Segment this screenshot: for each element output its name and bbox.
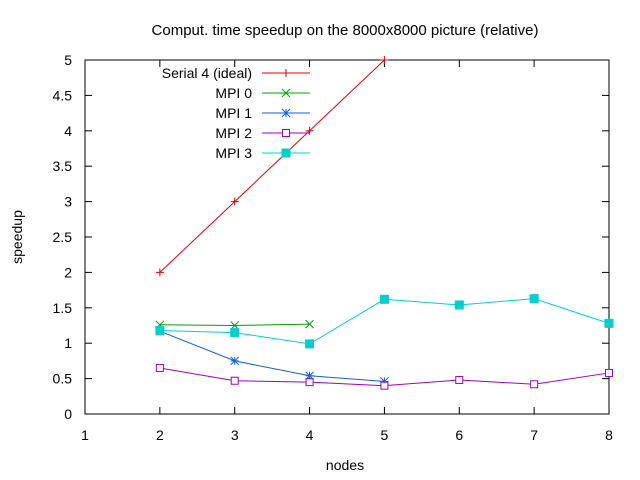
y-tick-label: 4 — [64, 123, 72, 139]
x-tick-label: 1 — [81, 427, 89, 443]
y-tick-label: 2 — [64, 264, 72, 280]
y-tick-label: 1 — [64, 335, 72, 351]
data-point — [305, 319, 314, 329]
x-axis-label: nodes — [326, 457, 364, 473]
data-point — [282, 129, 290, 137]
x-tick-label: 4 — [306, 427, 314, 443]
data-point — [155, 363, 164, 372]
plot-frame — [84, 59, 610, 415]
series-0 — [155, 56, 389, 277]
data-point — [230, 197, 239, 206]
data-point — [155, 325, 165, 335]
data-point — [455, 376, 464, 385]
y-tick-label: 1.5 — [53, 300, 73, 316]
data-point — [230, 376, 239, 385]
data-point — [454, 300, 464, 310]
series-line — [159, 298, 610, 345]
legend-label: MPI 0 — [215, 85, 252, 101]
data-point — [379, 294, 389, 304]
y-tick-label: 2.5 — [53, 229, 73, 245]
y-tick-label: 0 — [64, 406, 72, 422]
data-point — [605, 368, 613, 377]
x-tick-label: 6 — [455, 427, 463, 443]
data-point — [530, 380, 539, 389]
data-point — [230, 356, 240, 366]
data-point — [529, 294, 539, 304]
y-tick-label: 4.5 — [53, 87, 73, 103]
legend-label: MPI 1 — [215, 105, 252, 121]
legend: Serial 4 (ideal) MPI 0 MPI 1 MPI 2 MPI 3 — [162, 65, 310, 161]
legend-label: Serial 4 (ideal) — [162, 65, 252, 81]
legend-label: MPI 3 — [215, 145, 252, 161]
data-point — [155, 268, 164, 277]
data-point — [305, 339, 315, 349]
data-point — [380, 381, 389, 390]
legend-label: MPI 2 — [215, 125, 252, 141]
series-4 — [155, 294, 614, 349]
x-tick-label: 3 — [231, 427, 239, 443]
data-point — [281, 88, 291, 98]
chart-title: Comput. time speedup on the 8000x8000 pi… — [152, 22, 539, 39]
data-point — [281, 108, 291, 118]
series-line — [159, 59, 385, 273]
data-point — [230, 328, 240, 338]
data-point — [604, 318, 614, 328]
y-tick-label: 3 — [64, 194, 72, 210]
x-tick-label: 8 — [605, 427, 613, 443]
x-tick-label: 7 — [530, 427, 538, 443]
y-axis-label: speedup — [9, 210, 25, 264]
data-point — [281, 148, 291, 158]
data-point — [282, 69, 290, 77]
data-point — [380, 56, 389, 64]
data-point — [305, 378, 314, 387]
x-tick-label: 5 — [381, 427, 389, 443]
y-tick-label: 5 — [64, 52, 72, 68]
y-tick-label: 0.5 — [53, 371, 73, 387]
axis-ticks: 1 2 3 4 5 6 7 8 0 0.5 1 1.5 2 2.5 3 3.5 4 4.5 5 — [53, 52, 614, 443]
series-3 — [155, 363, 613, 390]
series-2 — [155, 326, 389, 386]
x-tick-label: 2 — [156, 427, 164, 443]
y-tick-label: 3.5 — [53, 158, 73, 174]
series-line — [159, 330, 385, 382]
series-layer — [155, 56, 614, 390]
